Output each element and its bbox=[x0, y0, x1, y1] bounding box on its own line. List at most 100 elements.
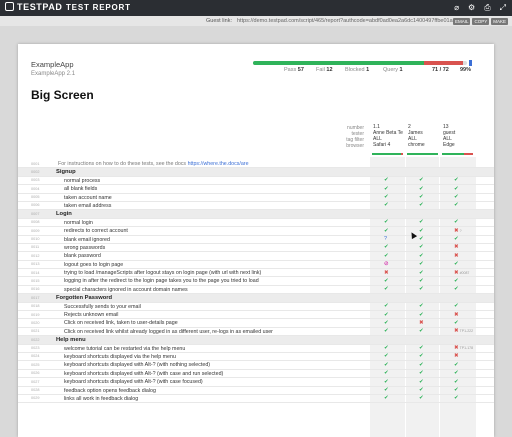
result-pass-icon[interactable]: ✔ bbox=[384, 227, 389, 234]
result-pass-icon[interactable]: ✔ bbox=[419, 219, 424, 226]
result-fail-icon[interactable]: ✖TP1-178 bbox=[454, 345, 474, 352]
bug-reference[interactable]: #0087 bbox=[459, 270, 470, 275]
result-pass-icon[interactable]: ✔ bbox=[419, 244, 424, 251]
test-row[interactable]: 0018 Successfully sends to your email ✔ ✔ ✔ bbox=[18, 303, 494, 312]
test-row[interactable]: 0012 blank password ✔ ✔ ✖ bbox=[18, 252, 494, 261]
test-row[interactable]: 0020 Click on received link, taken to use… bbox=[18, 319, 494, 328]
result-pass-icon[interactable]: ✔ bbox=[419, 378, 424, 385]
result-pass-icon[interactable]: ✔ bbox=[384, 177, 389, 184]
test-row[interactable]: 0013 logout goes to login page ⊘ ✔ ✔ bbox=[18, 261, 494, 270]
result-pass-icon[interactable]: ✔ bbox=[384, 319, 389, 326]
result-pass-icon[interactable]: ✔ bbox=[454, 194, 459, 201]
result-pass-icon[interactable]: ✔ bbox=[454, 395, 459, 402]
section-header-row[interactable]: 0007 Login bbox=[18, 210, 494, 219]
test-row[interactable]: 0009 redirects to correct account ✔ ✔ ✖? bbox=[18, 227, 494, 236]
result-pass-icon[interactable]: ✔ bbox=[384, 328, 389, 335]
result-pass-icon[interactable]: ✔ bbox=[384, 353, 389, 360]
result-fail-icon[interactable]: ✖ bbox=[454, 252, 459, 259]
result-pass-icon[interactable]: ✔ bbox=[419, 286, 424, 293]
section-header-row[interactable]: 0002 Signup bbox=[18, 168, 494, 177]
result-pass-icon[interactable]: ✔ bbox=[454, 286, 459, 293]
link-off-icon[interactable]: ⌀ bbox=[454, 3, 460, 12]
result-pass-icon[interactable]: ✔ bbox=[454, 219, 459, 226]
result-pass-icon[interactable]: ✔ bbox=[384, 303, 389, 310]
result-pass-icon[interactable]: ✔ bbox=[384, 219, 389, 226]
test-row[interactable]: 0024 keyboard shortcuts displayed via the… bbox=[18, 353, 494, 362]
result-pass-icon[interactable]: ✔ bbox=[419, 269, 424, 276]
result-unknown-icon[interactable]: ⊘ bbox=[384, 261, 389, 268]
result-pass-icon[interactable]: ✔ bbox=[419, 194, 424, 201]
result-pass-icon[interactable]: ✔ bbox=[384, 185, 389, 192]
test-row[interactable]: 0026 keyboard shortcuts displayed with Al… bbox=[18, 370, 494, 379]
result-pass-icon[interactable]: ✔ bbox=[419, 353, 424, 360]
result-pass-icon[interactable]: ✔ bbox=[419, 236, 424, 243]
guest-link-url[interactable]: https://demo.testpad.com/script/465/repo… bbox=[237, 18, 453, 24]
result-pass-icon[interactable]: ✔ bbox=[419, 361, 424, 368]
test-row[interactable]: 0027 keyboard shortcuts displayed with Al… bbox=[18, 378, 494, 387]
test-row[interactable]: 0003 normal process ✔ ✔ ✔ bbox=[18, 177, 494, 186]
test-row[interactable]: 0008 normal login ✔ ✔ ✔ bbox=[18, 219, 494, 228]
docs-link[interactable]: https://where.the.docs/are bbox=[187, 161, 249, 167]
test-row[interactable]: 0011 wrong passwords ✔ ✔ ✖ bbox=[18, 244, 494, 253]
test-row[interactable]: 0006 taken email address ✔ ✔ ✔ bbox=[18, 202, 494, 211]
result-fail-icon[interactable]: ✖? bbox=[454, 227, 462, 234]
test-row[interactable]: 0028 feedback option opens feedback dialo… bbox=[18, 387, 494, 395]
result-pass-icon[interactable]: ✔ bbox=[419, 345, 424, 352]
run-header-3[interactable]: 13 guest ALL Edge bbox=[441, 124, 474, 157]
section-header-row[interactable]: 0017 Forgotten Password bbox=[18, 294, 494, 303]
result-pass-icon[interactable]: ✔ bbox=[419, 202, 424, 209]
result-pass-icon[interactable]: ✔ bbox=[454, 185, 459, 192]
copy-link-button[interactable]: COPY bbox=[472, 17, 490, 25]
result-pass-icon[interactable]: ✔ bbox=[384, 395, 389, 402]
result-pass-icon[interactable]: ✔ bbox=[384, 252, 389, 259]
result-pass-icon[interactable]: ✔ bbox=[384, 244, 389, 251]
result-pass-icon[interactable]: ✔ bbox=[454, 319, 459, 326]
email-link-button[interactable]: EMAIL bbox=[452, 17, 471, 25]
test-row[interactable]: 0005 taken account name ✔ ✔ ✔ bbox=[18, 194, 494, 202]
result-pass-icon[interactable]: ✔ bbox=[384, 361, 389, 368]
test-row[interactable]: 0019 Rejects unknown email ✔ ✔ ✖ bbox=[18, 311, 494, 320]
result-pass-icon[interactable]: ✔ bbox=[384, 277, 389, 284]
make-link-button[interactable]: MAKE bbox=[491, 17, 508, 25]
result-pass-icon[interactable]: ✔ bbox=[384, 345, 389, 352]
result-pass-icon[interactable]: ✔ bbox=[384, 286, 389, 293]
result-pass-icon[interactable]: ✔ bbox=[419, 328, 424, 335]
result-fail-icon[interactable]: ✖ bbox=[454, 353, 459, 360]
result-pass-icon[interactable]: ✔ bbox=[419, 395, 424, 402]
result-pass-icon[interactable]: ✔ bbox=[454, 261, 459, 268]
test-row[interactable]: 0014 trying to load /manageScripts after … bbox=[18, 269, 494, 278]
result-pass-icon[interactable]: ✔ bbox=[384, 311, 389, 318]
result-pass-icon[interactable]: ✔ bbox=[419, 185, 424, 192]
info-row[interactable]: 0001 For instructions on how to do these … bbox=[18, 160, 494, 169]
test-row[interactable]: 0029 links all work in feedback dialog ✔ ✔ ✔ bbox=[18, 395, 494, 404]
section-header-row[interactable]: 0022 Help menu bbox=[18, 336, 494, 345]
bug-reference[interactable]: TP1-222 bbox=[459, 329, 474, 334]
result-fail-icon[interactable]: ✖#0087 bbox=[454, 269, 470, 276]
test-row[interactable]: 0004 all blank fields ✔ ✔ ✔ bbox=[18, 185, 494, 194]
result-pass-icon[interactable]: ✔ bbox=[419, 177, 424, 184]
result-pass-icon[interactable]: ✔ bbox=[454, 370, 459, 377]
settings-icon[interactable]: ⚙ bbox=[468, 3, 476, 12]
result-pass-icon[interactable]: ✔ bbox=[384, 370, 389, 377]
result-pass-icon[interactable]: ✔ bbox=[454, 361, 459, 368]
test-row[interactable]: 0015 logging in after the redirect to the… bbox=[18, 277, 494, 286]
result-pass-icon[interactable]: ✔ bbox=[419, 227, 424, 234]
result-pass-icon[interactable]: ✔ bbox=[454, 378, 459, 385]
result-pass-icon[interactable]: ✔ bbox=[454, 236, 459, 243]
test-row[interactable]: 0016 special characters ignored in accoun… bbox=[18, 286, 494, 295]
result-fail-icon[interactable]: ✖ bbox=[419, 319, 424, 326]
result-fail-icon[interactable]: ✖TP1-222 bbox=[454, 328, 474, 335]
test-row[interactable]: 0025 keyboard shortcuts displayed with Al… bbox=[18, 361, 494, 370]
result-pass-icon[interactable]: ✔ bbox=[419, 252, 424, 259]
result-pass-icon[interactable]: ✔ bbox=[454, 277, 459, 284]
bug-reference[interactable]: TP1-178 bbox=[459, 346, 474, 351]
result-pass-icon[interactable]: ✔ bbox=[454, 202, 459, 209]
result-pass-icon[interactable]: ✔ bbox=[419, 311, 424, 318]
result-pass-icon[interactable]: ✔ bbox=[384, 202, 389, 209]
result-fail-icon[interactable]: ✖ bbox=[454, 311, 459, 318]
test-row[interactable]: 0023 welcome tutorial can be restarted vi… bbox=[18, 345, 494, 353]
result-pass-icon[interactable]: ✔ bbox=[454, 177, 459, 184]
run-header-1[interactable]: 1.1 Anne Beta Te ALL Safari 4 bbox=[371, 124, 404, 157]
print-icon[interactable]: ⎙ bbox=[484, 3, 491, 12]
result-pass-icon[interactable]: ✔ bbox=[419, 387, 424, 394]
